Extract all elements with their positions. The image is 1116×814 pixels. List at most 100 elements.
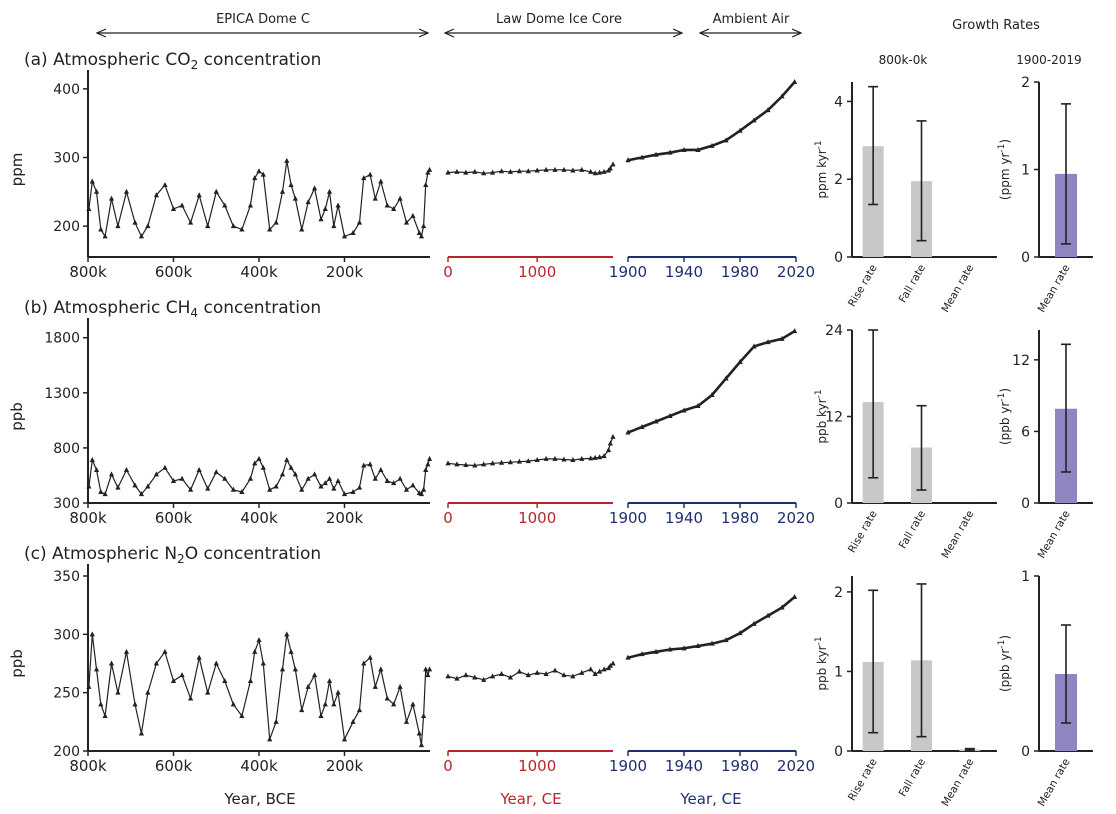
rates-800k-category-label: Fall rate [897, 509, 928, 551]
rates-modern-y-tick-label: 0 [1021, 496, 1030, 512]
law-dome-point [445, 673, 451, 679]
epica-point [108, 195, 115, 201]
y-tick-label: 300 [53, 496, 80, 512]
rates-modern-y-tick-label: 0 [1021, 250, 1030, 266]
epica-point [89, 631, 95, 637]
header-law-dome: Law Dome Ice Core [496, 12, 622, 27]
y-tick-label: 350 [53, 569, 80, 585]
title-prefix: (c) Atmospheric N [24, 544, 177, 564]
panel-title-a: (a) Atmospheric CO2 concentration [24, 50, 321, 72]
rates-800k-y-axis-label: ppm kyr-1 [814, 140, 829, 198]
ambient-series-line [627, 81, 796, 162]
ylabel-superscript: -1 [814, 389, 824, 398]
law-dome-x-tick-label: 1000 [518, 509, 556, 527]
header-epica: EPICA Dome C [216, 12, 310, 27]
rates-800k-y-tick-label: 0 [834, 744, 843, 760]
rates-modern-y-axis-label: (ppb yr-1) [997, 388, 1012, 445]
epica-series-line [88, 457, 431, 496]
epica-point [108, 660, 115, 666]
rates-800k-category-label: Rise rate [846, 509, 880, 556]
rates-modern-y-axis-label: (ppb yr-1) [997, 635, 1012, 692]
rates-800k-y-tick-label: 4 [834, 94, 843, 110]
ambient-x-tick-label: 1940 [665, 757, 703, 775]
y-tick-label: 1800 [44, 331, 80, 347]
epica-series-line [88, 634, 431, 746]
title-prefix: (a) Atmospheric CO [24, 50, 191, 70]
ambient-series-line [627, 329, 796, 434]
y-axis-label: ppb [8, 402, 26, 431]
title-subscript: 4 [190, 306, 198, 320]
ylabel-text: ppb kyr [815, 645, 829, 690]
rates-modern-category-label: Mean rate [1036, 509, 1073, 561]
ambient-series-line [627, 596, 796, 659]
ylabel-superscript: -1 [997, 640, 1007, 649]
ambient-x-tick-label: 1900 [609, 509, 647, 527]
epica-x-tick-label: 200k [326, 263, 364, 281]
epica-point [426, 455, 433, 461]
rates-800k-y-tick-label: 12 [825, 410, 843, 426]
panels: (a) Atmospheric CO2 concentration2003004… [8, 50, 1093, 809]
epica-x-tick-label: 800k [69, 757, 107, 775]
epica-point [284, 157, 290, 163]
y-tick-label: 200 [53, 744, 80, 760]
ambient-x-tick-label: 1900 [609, 263, 647, 281]
rates-800k-y-tick-label: 1 [834, 664, 843, 680]
epica-point [123, 648, 130, 654]
title-subscript: 2 [177, 552, 185, 566]
y-tick-label: 400 [53, 82, 80, 98]
rates-800k-y-axis-label: ppb kyr-1 [814, 389, 829, 443]
ylabel-text: (ppb yr [998, 402, 1012, 445]
rates-modern-y-tick-label: 1 [1021, 569, 1030, 585]
rates-800k-y-tick-label: 24 [825, 323, 843, 339]
ambient-x-tick-label: 1980 [721, 263, 759, 281]
epica-x-tick-label: 200k [326, 509, 364, 527]
header-growth-rates: Growth Rates [952, 18, 1040, 33]
ylabel-superscript: -1 [814, 636, 824, 645]
epica-x-tick-label: 400k [240, 263, 278, 281]
ylabel-end: ) [998, 139, 1012, 144]
title-subscript: 2 [191, 58, 199, 72]
y-tick-label: 1300 [44, 386, 80, 402]
ylabel-superscript: -1 [814, 140, 824, 149]
ambient-x-tick-label: 1900 [609, 757, 647, 775]
law-dome-x-tick-label: 1000 [518, 263, 556, 281]
law-dome-x-tick-label: 1000 [518, 757, 556, 775]
epica-point [284, 631, 290, 637]
epica-x-tick-label: 600k [155, 757, 193, 775]
law-dome-x-tick-label: 0 [443, 509, 453, 527]
ylabel-end: ) [998, 635, 1012, 640]
ylabel-text: (ppb yr [998, 649, 1012, 692]
panel-title-c: (c) Atmospheric N2O concentration [24, 544, 321, 566]
y-axis-label: ppb [8, 649, 26, 678]
ylabel-text: ppb kyr [815, 398, 829, 443]
rates-800k-y-tick-label: 0 [834, 496, 843, 512]
epica-point [335, 202, 341, 208]
law-dome-series-line [447, 663, 614, 681]
epica-point [326, 678, 333, 683]
epica-point [335, 689, 341, 695]
epica-series-line [88, 160, 431, 239]
rates-800k-y-tick-label: 2 [834, 585, 843, 601]
epica-point [326, 188, 333, 194]
rates-modern-y-tick-label: 2 [1021, 75, 1030, 91]
ambient-x-tick-label: 1940 [665, 263, 703, 281]
rates-800k-category-label: Mean rate [939, 262, 976, 314]
header-period-800k: 800k-0k [879, 53, 928, 67]
epica-point [196, 654, 202, 660]
title-suffix: O concentration [185, 544, 322, 564]
rates-modern-y-tick-label: 1 [1021, 163, 1030, 179]
xlabel-bce: Year, BCE [223, 790, 295, 808]
xlabel-ce-blue: Year, CE [679, 790, 741, 808]
epica-x-tick-label: 800k [69, 509, 107, 527]
rates-800k-y-axis-label: ppb kyr-1 [814, 636, 829, 690]
ambient-x-tick-label: 1980 [721, 757, 759, 775]
rates-modern-category-label: Mean rate [1036, 757, 1073, 809]
rates-800k-category-label: Fall rate [897, 263, 928, 305]
epica-x-tick-label: 800k [69, 263, 107, 281]
law-dome-series-line [447, 436, 614, 467]
rates-800k-category-label: Mean rate [939, 508, 976, 560]
rates-800k-category-label: Rise rate [846, 263, 880, 310]
y-tick-label: 300 [53, 150, 80, 166]
rates-800k-category-label: Rise rate [846, 757, 880, 804]
